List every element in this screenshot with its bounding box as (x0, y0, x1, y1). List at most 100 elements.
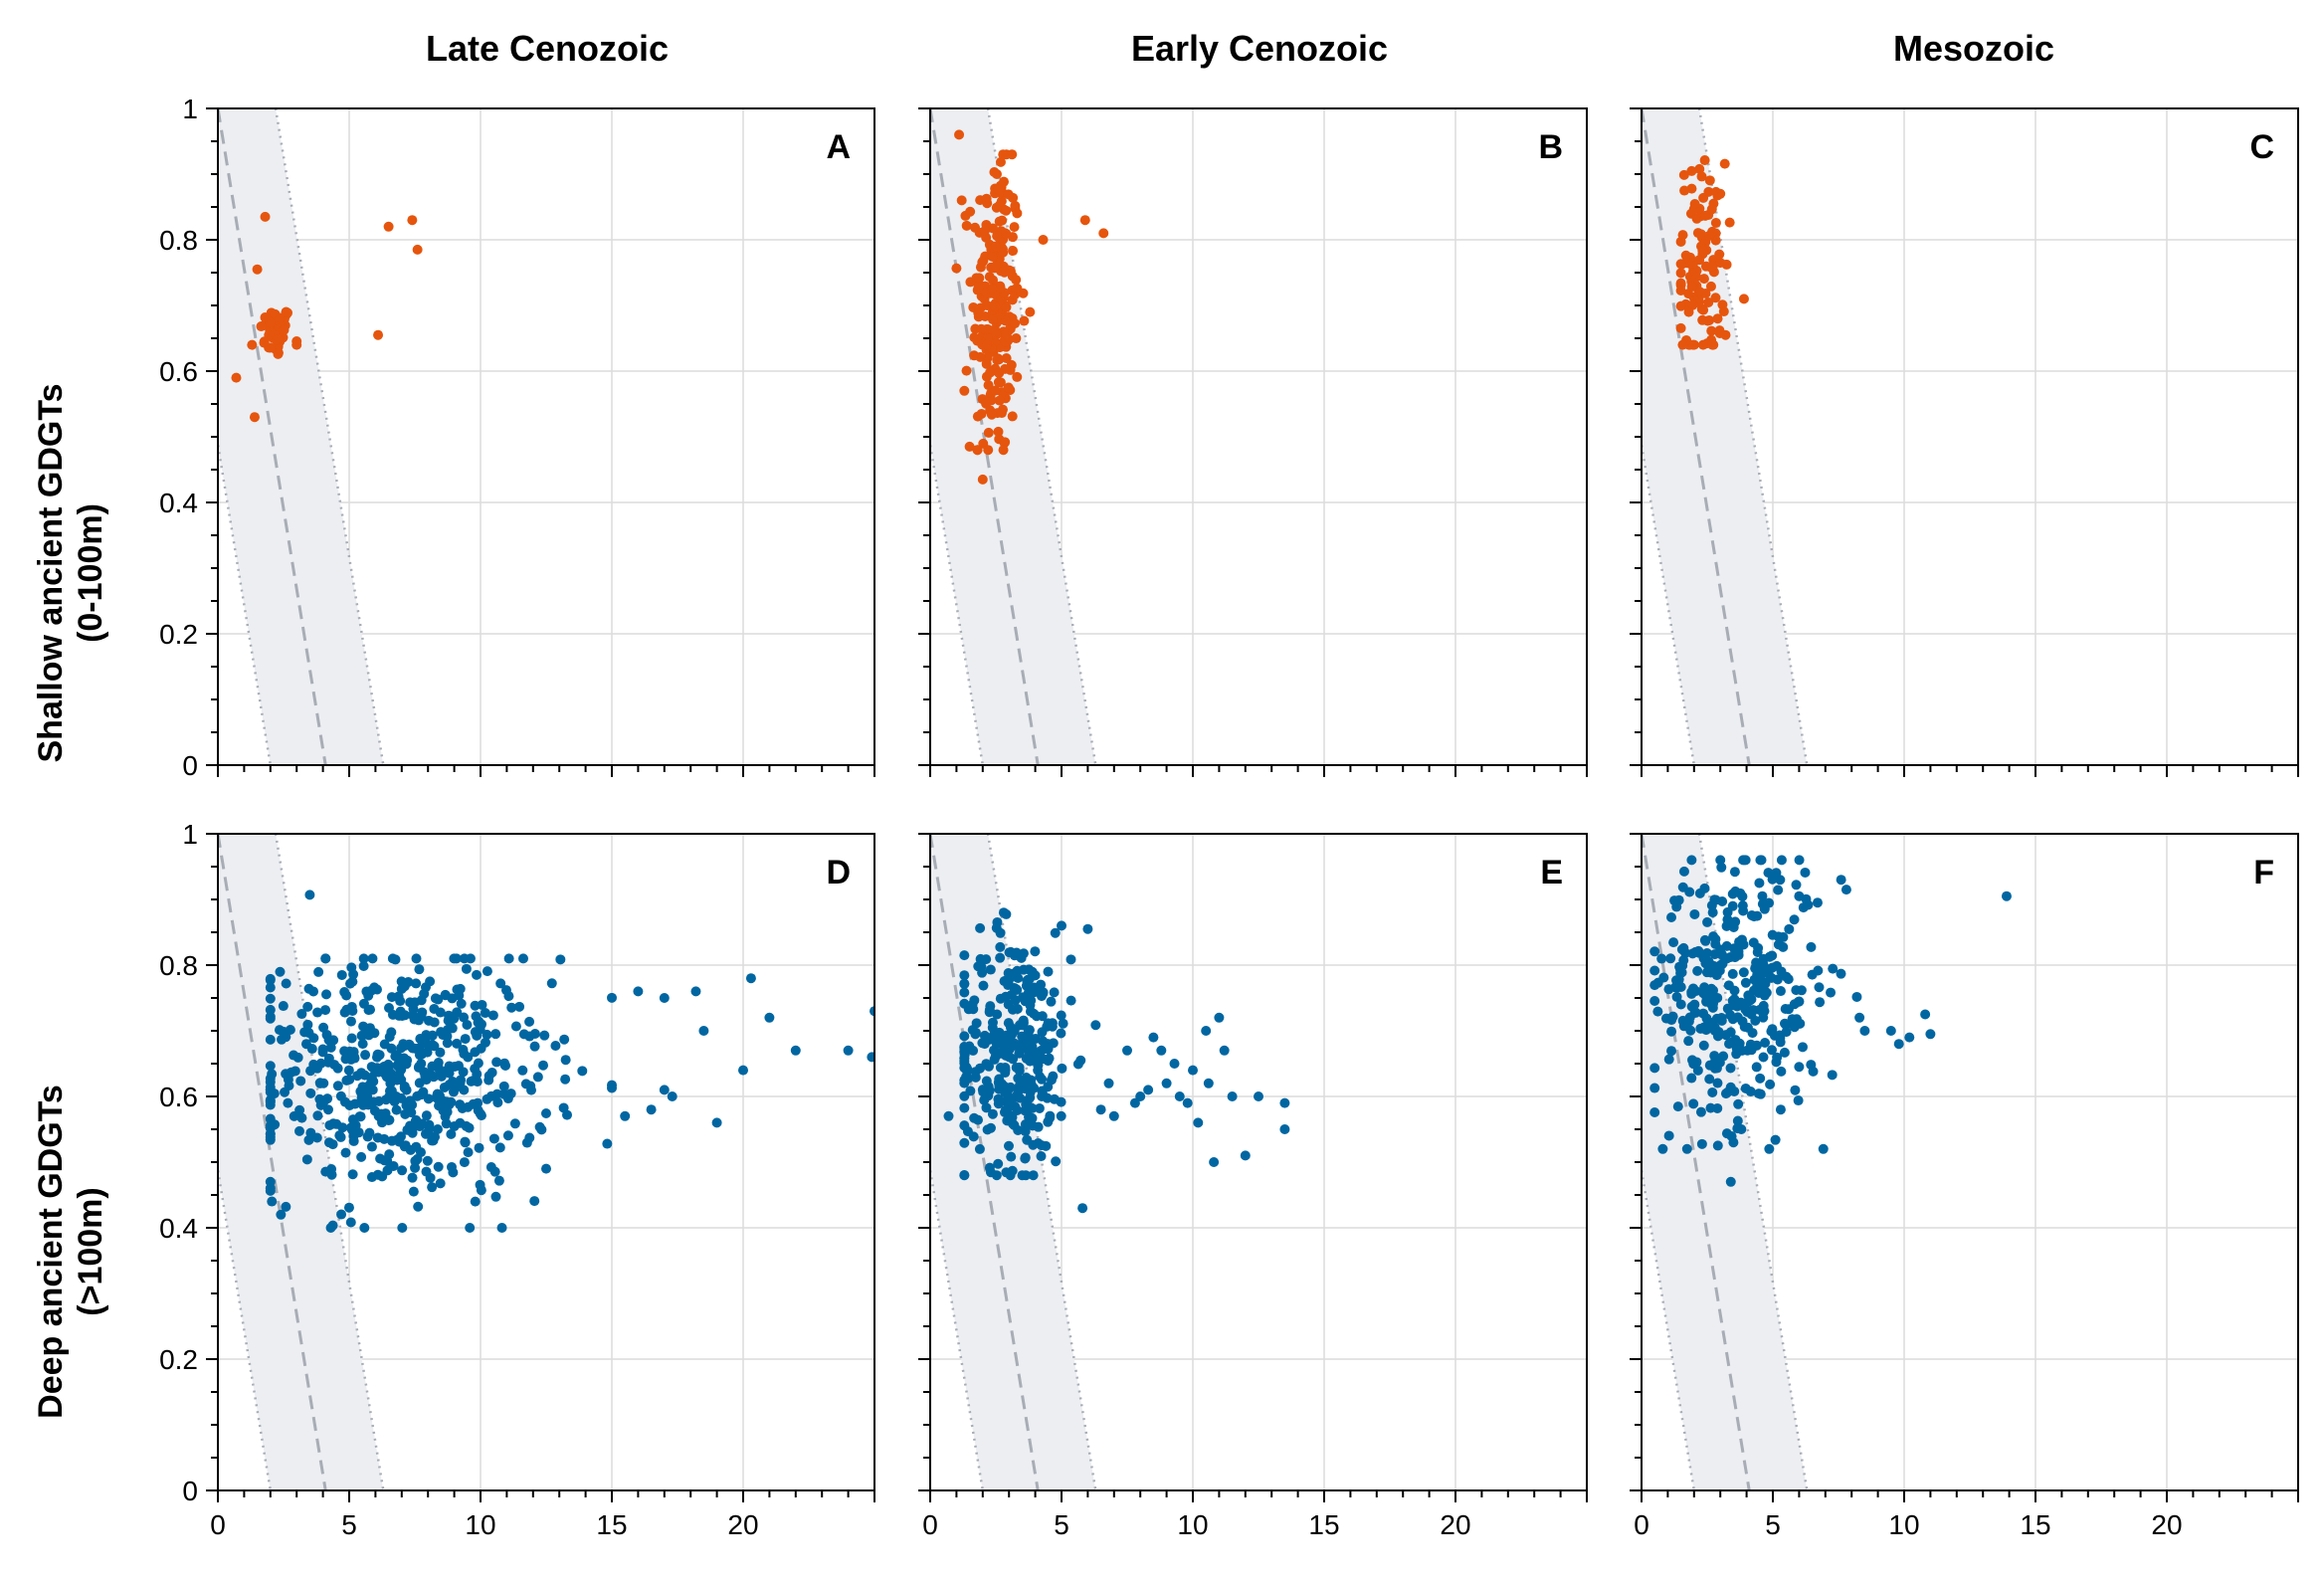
data-point (428, 1135, 439, 1146)
data-point (1079, 215, 1090, 226)
data-point (1666, 1046, 1677, 1057)
data-point (1008, 246, 1019, 257)
data-point (1687, 948, 1698, 959)
data-point (1767, 950, 1778, 961)
data-point (1749, 911, 1760, 922)
data-point (1279, 1124, 1290, 1134)
row-title-shallow-line2: (0-100m) (72, 503, 109, 643)
data-point (314, 1078, 325, 1088)
data-point (453, 1061, 464, 1072)
data-point (362, 1090, 373, 1101)
data-point (976, 323, 987, 334)
data-point (325, 1223, 336, 1233)
data-point (536, 1124, 547, 1135)
data-point (1663, 1054, 1674, 1065)
data-point (475, 1108, 485, 1119)
data-point (503, 953, 514, 964)
data-point (1784, 923, 1795, 934)
data-point (293, 1125, 304, 1136)
data-point (981, 398, 992, 409)
data-point (1012, 208, 1023, 219)
data-point (1705, 281, 1716, 292)
data-point (1718, 306, 1729, 317)
scatter-points (1675, 155, 1749, 350)
data-point (371, 1052, 382, 1063)
data-point (1712, 1140, 1723, 1151)
row-title-shallow-line1: Shallow ancient GDGTs (32, 384, 70, 763)
data-point (1652, 1006, 1663, 1017)
data-point (1020, 1105, 1031, 1116)
x-tick-label: 0 (922, 1509, 938, 1540)
data-point (1695, 1106, 1706, 1117)
data-point (331, 1118, 342, 1129)
data-point (296, 1112, 307, 1123)
data-point (1789, 1022, 1800, 1033)
data-point (560, 1074, 571, 1085)
data-point (496, 1223, 507, 1233)
data-point (494, 1142, 505, 1153)
data-point (457, 1102, 468, 1113)
data-point (1781, 971, 1792, 982)
data-point (985, 964, 996, 975)
data-point (1020, 1126, 1031, 1137)
data-point (1725, 1027, 1736, 1038)
data-point (867, 1052, 874, 1063)
data-point (434, 1090, 445, 1101)
data-point (1759, 903, 1770, 914)
data-point (321, 989, 332, 1000)
panel-F: 0 5 10 15 20 F (1630, 833, 2299, 1540)
data-point (1706, 204, 1717, 215)
data-point (1649, 965, 1660, 976)
data-point (1704, 230, 1715, 241)
scatter-points (943, 907, 1290, 1214)
data-point (358, 953, 369, 964)
data-point (1714, 249, 1725, 260)
data-point (1766, 1026, 1777, 1037)
data-point (1075, 1055, 1086, 1066)
data-point (1687, 258, 1698, 269)
data-point (1675, 268, 1686, 279)
data-point (1765, 1079, 1776, 1089)
data-point (475, 1179, 485, 1190)
data-point (1000, 336, 1011, 347)
panel-letter: A (826, 128, 851, 166)
data-point (400, 1010, 411, 1021)
data-point (943, 1110, 954, 1121)
data-point (1736, 1124, 1747, 1134)
data-point (993, 426, 1004, 437)
data-point (308, 986, 319, 997)
data-point (1082, 923, 1093, 934)
data-point (315, 1099, 326, 1110)
data-point (347, 1124, 358, 1135)
data-point (1014, 1062, 1025, 1073)
data-point (356, 1151, 367, 1162)
data-point (524, 1031, 535, 1042)
data-point (343, 1065, 354, 1076)
data-point (1006, 1096, 1017, 1107)
data-point (259, 336, 270, 347)
data-point (393, 991, 404, 1002)
data-point (1022, 975, 1033, 986)
data-point (462, 1019, 473, 1030)
data-point (345, 1054, 356, 1065)
data-point (472, 1077, 483, 1088)
data-point (305, 1088, 316, 1098)
data-point (1001, 205, 1012, 216)
data-point (959, 970, 970, 981)
data-point (1740, 977, 1751, 988)
data-point (1806, 941, 1817, 952)
data-point (1649, 1083, 1660, 1093)
data-point (296, 1009, 307, 1020)
data-point (975, 953, 986, 964)
y-tick-label: 0.2 (159, 1344, 198, 1375)
data-point (1663, 1130, 1674, 1141)
data-point (1719, 158, 1730, 169)
data-point (1649, 996, 1660, 1007)
data-point (1720, 329, 1731, 340)
data-point (308, 1059, 319, 1070)
data-point (482, 1029, 492, 1040)
data-point (367, 1085, 378, 1095)
data-point (510, 1021, 521, 1032)
data-point (1680, 250, 1691, 261)
data-point (1001, 328, 1012, 339)
